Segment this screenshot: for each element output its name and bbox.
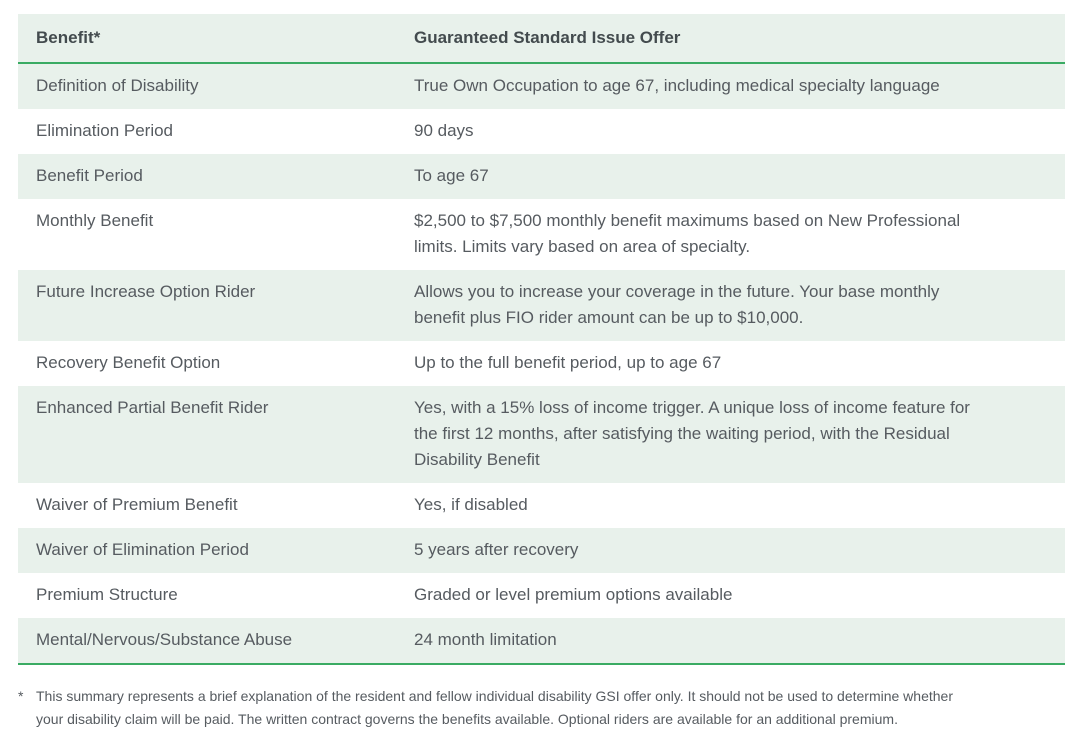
offer-cell: 90 days [414, 121, 474, 140]
benefit-cell: Elimination Period [36, 121, 174, 140]
benefit-cell: Mental/Nervous/Substance Abuse [36, 630, 293, 649]
benefit-cell: Benefit Period [36, 166, 143, 185]
table-row: Recovery Benefit Option Up to the full b… [18, 341, 1065, 386]
table-row: Premium Structure Graded or level premiu… [18, 573, 1065, 618]
table-row: Definition of Disability True Own Occupa… [18, 64, 1065, 109]
table-row: Waiver of Elimination Period 5 years aft… [18, 528, 1065, 573]
benefit-cell: Enhanced Partial Benefit Rider [36, 398, 269, 417]
benefits-summary-document: Benefit* Guaranteed Standard Issue Offer… [18, 14, 1065, 665]
offer-cell: $2,500 to $7,500 monthly benefit maximum… [414, 211, 961, 256]
benefit-cell: Definition of Disability [36, 76, 199, 95]
table-row: Benefit Period To age 67 [18, 154, 1065, 199]
header-offer-column: Guaranteed Standard Issue Offer [414, 28, 681, 47]
offer-cell: True Own Occupation to age 67, including… [414, 76, 940, 95]
table-row: Monthly Benefit $2,500 to $7,500 monthly… [18, 199, 1065, 270]
footnote-asterisk: * [18, 688, 24, 704]
offer-cell: Graded or level premium options availabl… [414, 585, 733, 604]
benefit-cell: Waiver of Elimination Period [36, 540, 249, 559]
offer-cell: 5 years after recovery [414, 540, 579, 559]
benefits-table: Benefit* Guaranteed Standard Issue Offer… [18, 14, 1065, 665]
footnote-text: This summary represents a brief explanat… [36, 688, 953, 727]
table-header-row: Benefit* Guaranteed Standard Issue Offer [18, 14, 1065, 64]
offer-cell: Yes, with a 15% loss of income trigger. … [414, 398, 970, 469]
offer-cell: Allows you to increase your coverage in … [414, 282, 940, 327]
table-row: Enhanced Partial Benefit Rider Yes, with… [18, 386, 1065, 483]
table-row: Future Increase Option Rider Allows you … [18, 270, 1065, 341]
footnote: * This summary represents a brief explan… [18, 685, 1065, 731]
benefit-cell: Waiver of Premium Benefit [36, 495, 238, 514]
table-row: Waiver of Premium Benefit Yes, if disabl… [18, 483, 1065, 528]
offer-cell: To age 67 [414, 166, 489, 185]
benefit-cell: Premium Structure [36, 585, 178, 604]
offer-cell: 24 month limitation [414, 630, 557, 649]
offer-cell: Yes, if disabled [414, 495, 528, 514]
benefit-cell: Recovery Benefit Option [36, 353, 221, 372]
benefit-cell: Future Increase Option Rider [36, 282, 256, 301]
table-row: Mental/Nervous/Substance Abuse 24 month … [18, 618, 1065, 663]
offer-cell: Up to the full benefit period, up to age… [414, 353, 722, 372]
benefit-cell: Monthly Benefit [36, 211, 154, 230]
table-row: Elimination Period 90 days [18, 109, 1065, 154]
header-benefit-column: Benefit* [36, 28, 101, 47]
